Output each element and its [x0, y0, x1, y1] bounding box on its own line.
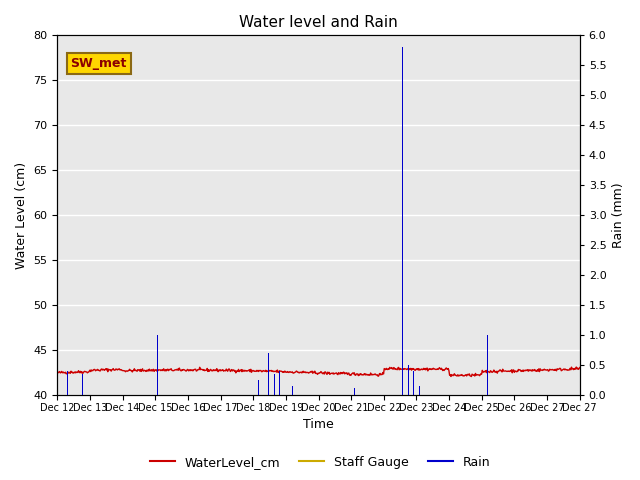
X-axis label: Time: Time [303, 419, 334, 432]
Y-axis label: Water Level (cm): Water Level (cm) [15, 162, 28, 269]
Legend: WaterLevel_cm, Staff Gauge, Rain: WaterLevel_cm, Staff Gauge, Rain [145, 451, 495, 474]
Title: Water level and Rain: Water level and Rain [239, 15, 398, 30]
Y-axis label: Rain (mm): Rain (mm) [612, 182, 625, 248]
Text: SW_met: SW_met [70, 57, 127, 70]
